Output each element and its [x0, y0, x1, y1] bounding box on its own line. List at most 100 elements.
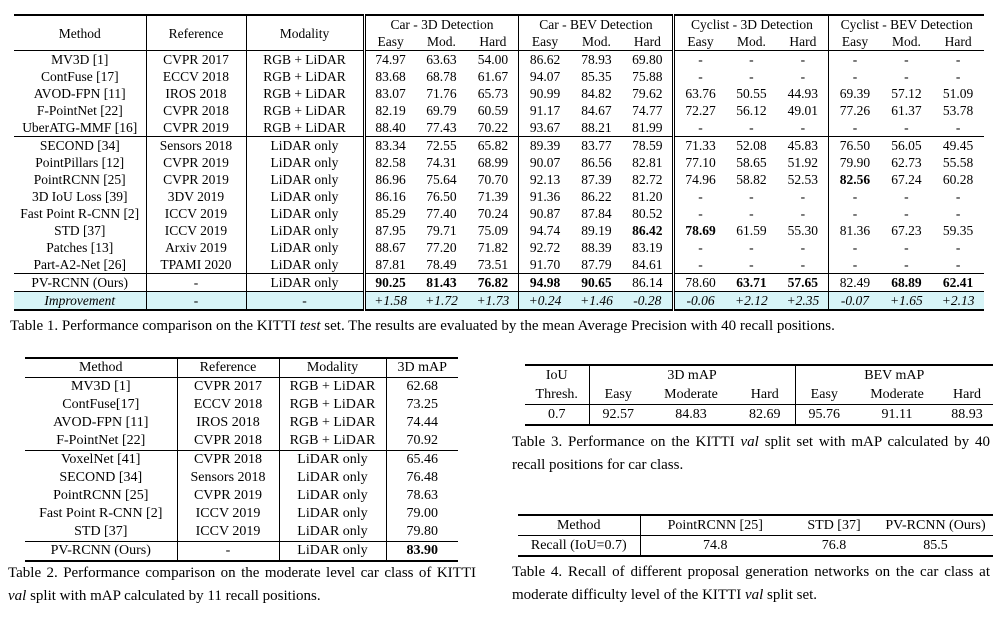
table-cell: RGB + LiDAR	[245, 85, 364, 102]
table-row: SECOND [34] Sensors 2018 LiDAR only 76.48	[25, 469, 458, 487]
table-cell: -0.28	[633, 293, 662, 308]
table-cell: UberATG-MMF [16]	[22, 120, 138, 135]
table-row: Part-A2-Net [26] TPAMI 2020 LiDAR only 87.8…	[14, 256, 984, 274]
table-row: AVOD-FPN [11] IROS 2018 RGB + LiDAR 74.44	[25, 414, 458, 432]
table-cell: 55.30	[787, 223, 819, 238]
table-cell: 83.90	[385, 541, 458, 561]
table-cell: 45.83	[787, 138, 819, 153]
table-cell: RGB + LiDAR	[278, 396, 386, 414]
table-row: MV3D [1] CVPR 2017 RGB + LiDAR 74.97 63.63 54…	[14, 50, 984, 68]
table-cell: 77.20	[426, 240, 457, 255]
col-group-cyclist-bev: Cyclist - BEV Detection	[828, 15, 984, 33]
table-cell: 61.59	[736, 223, 767, 238]
table-cell: 87.81	[362, 256, 416, 274]
table-cell: 75.09	[477, 223, 509, 238]
table-row: PointRCNN [25] CVPR 2019 LiDAR only 78.63	[25, 487, 458, 505]
table-cell: 91.70	[518, 256, 571, 274]
table-row: AVOD-FPN [11] IROS 2018 RGB + LiDAR 83.07 71…	[14, 85, 984, 102]
table-cell: 78.69	[672, 222, 726, 239]
table-row: VoxelNet [41] CVPR 2018 LiDAR only 65.46	[25, 450, 458, 469]
table-cell: CVPR 2019	[176, 487, 279, 505]
col-header-hard: Hard	[789, 34, 817, 49]
col-header-hard: Hard	[479, 34, 507, 49]
table-cell: -	[749, 257, 754, 272]
table-cell: 74.96	[672, 171, 726, 188]
table-cell: 53.78	[942, 103, 974, 118]
table-cell: 80.52	[632, 206, 663, 221]
table-cell: 0.7	[548, 407, 566, 422]
table-cell: -	[828, 239, 881, 256]
table-cell: AVOD-FPN [11]	[33, 86, 126, 101]
table-cell: F-PointNet [22]	[56, 433, 146, 448]
table-cell: 67.23	[891, 223, 922, 238]
table-cell: -	[904, 52, 909, 67]
table-cell: 57.65	[787, 275, 819, 290]
table-cell: ContFuse [17]	[40, 69, 119, 84]
table-cell: 69.79	[426, 103, 457, 118]
table-cell: 71.39	[477, 189, 509, 204]
table-cell: 87.84	[581, 206, 612, 221]
table-cell: 86.16	[362, 188, 416, 205]
table-row: MV3D [1] CVPR 2017 RGB + LiDAR 62.68	[25, 377, 458, 396]
table-cell: -	[955, 52, 961, 67]
table-cell: 90.87	[518, 205, 571, 222]
table-cell: 72.27	[672, 102, 726, 119]
table-cell: F-PointNet [22]	[36, 103, 123, 118]
col-group-car-bev: Car - BEV Detection	[518, 15, 674, 33]
table-cell: 92.72	[518, 239, 571, 256]
table-cell: 62.68	[385, 377, 458, 396]
table-cell: 94.98	[518, 273, 571, 292]
table-cell: LiDAR only	[278, 469, 386, 487]
table-cell: -	[955, 189, 961, 204]
table-cell: +1.65	[890, 293, 923, 308]
table-cell: 74.97	[362, 50, 416, 68]
table-cell: 87.79	[581, 257, 612, 272]
table-cell: +2.12	[735, 293, 768, 308]
table-cell: 84.82	[581, 86, 612, 101]
col-header-easy: Easy	[588, 385, 647, 405]
col-header-mod: Mod.	[891, 34, 921, 49]
table-cell: RGB + LiDAR	[278, 377, 386, 396]
col-header-hard: Hard	[944, 34, 972, 49]
col-header-modality: Modality	[245, 15, 364, 51]
table-cell: 70.22	[477, 120, 509, 135]
table-cell: PointRCNN [25]	[53, 488, 149, 503]
table-cell: 76.50	[426, 189, 457, 204]
col-header-hard: Hard	[953, 387, 982, 402]
table-cell: 77.40	[426, 206, 457, 221]
table-cell: 91.36	[518, 188, 571, 205]
table-1-body: MV3D [1] CVPR 2017 RGB + LiDAR 74.97 63.63 54…	[14, 50, 984, 310]
table-cell: -	[904, 206, 909, 221]
table-cell: 56.12	[736, 103, 767, 118]
table-cell: 69.39	[828, 85, 881, 102]
table-cell: 49.01	[787, 103, 819, 118]
table-cell: LiDAR only	[245, 222, 364, 239]
table-cell: 85.35	[581, 69, 612, 84]
table-cell: ECCV 2018	[176, 396, 279, 414]
col-header-easy: Easy	[794, 385, 854, 405]
table-row: Patches [13] Arxiv 2019 LiDAR only 88.67 77.…	[14, 239, 984, 256]
table-2-caption: Table 2. Performance comparison on the m…	[8, 565, 476, 604]
table-cell: TPAMI 2020	[145, 256, 246, 274]
table-cell: RGB + LiDAR	[245, 102, 364, 119]
table-3-caption: Table 3. Performance on the KITTI val sp…	[512, 434, 990, 473]
table-cell: 67.24	[891, 172, 922, 187]
table-row: F-PointNet [22] CVPR 2018 RGB + LiDAR 70.92	[25, 432, 458, 451]
col-header-mod: Mod.	[736, 34, 766, 49]
table-cell: -	[749, 69, 754, 84]
table-cell: 84.83	[675, 407, 707, 422]
table-cell: -	[176, 541, 279, 561]
table-cell: PointPillars [12]	[35, 155, 125, 170]
table-cell: 3D IoU Loss [39]	[31, 189, 128, 204]
table-cell: 87.39	[581, 172, 612, 187]
table-1-kitti-test-results: Method Reference Modality Car - 3D Detec…	[14, 14, 984, 311]
table-cell: -	[904, 257, 909, 272]
table-cell: 79.71	[426, 223, 457, 238]
table-cell: -	[800, 206, 806, 221]
table-cell: RGB + LiDAR	[245, 50, 364, 68]
table-cell: 90.99	[518, 85, 571, 102]
table-cell: RGB + LiDAR	[278, 414, 386, 432]
col-header-moderate: Moderate	[870, 387, 924, 402]
table-cell: 84.61	[632, 257, 663, 272]
table-cell: Part-A2-Net [26]	[33, 257, 127, 272]
